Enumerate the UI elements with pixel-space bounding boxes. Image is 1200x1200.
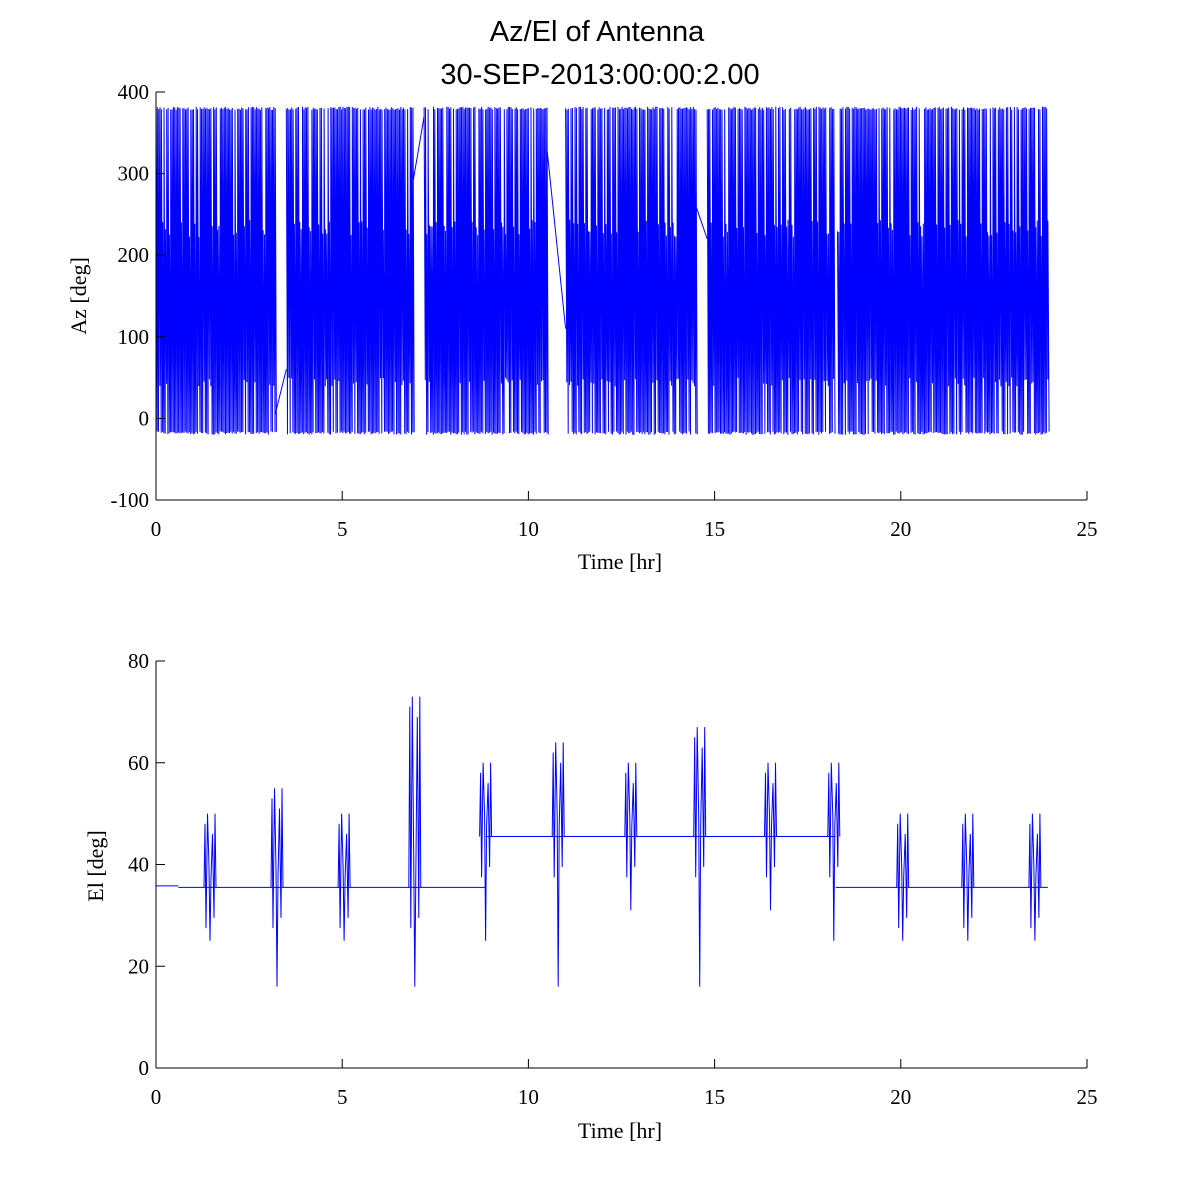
az-x-tick-label: 10 xyxy=(518,517,539,541)
el-x-tick-label: 20 xyxy=(890,1085,911,1109)
el-ticks: 0 5 10 15 20 25 0 20 40 60 80 xyxy=(128,649,1098,1109)
el-x-tick-label: 0 xyxy=(151,1085,162,1109)
el-event-spike xyxy=(479,762,493,941)
el-series-line xyxy=(156,696,1048,987)
el-y-tick-label: 0 xyxy=(139,1056,150,1080)
az-y-tick-label: 100 xyxy=(118,325,150,349)
az-x-tick-label: 25 xyxy=(1077,517,1098,541)
az-x-tick-label: 5 xyxy=(337,517,348,541)
el-event-spike xyxy=(551,742,565,987)
el-event-spike xyxy=(624,762,638,911)
el-x-tick-label: 5 xyxy=(337,1085,348,1109)
el-event-spike xyxy=(961,813,975,941)
el-baseline-path xyxy=(156,836,1048,888)
chart-title-line-1: Az/El of Antenna xyxy=(490,16,705,48)
az-x-tick-label: 20 xyxy=(890,517,911,541)
el-y-tick-label: 60 xyxy=(128,751,149,775)
el-event-spike xyxy=(203,813,217,941)
el-y-tick-label: 40 xyxy=(128,853,149,877)
az-y-tick-label: 300 xyxy=(118,162,150,186)
az-x-axis-label: Time [hr] xyxy=(578,549,662,574)
chart-title-line-2: 30-SEP-2013:00:00:2.00 xyxy=(440,59,759,91)
az-y-tick-label: -100 xyxy=(111,488,150,512)
el-event-spike xyxy=(1028,813,1042,941)
az-y-tick-label: 200 xyxy=(118,243,150,267)
az-x-tick-label: 0 xyxy=(151,517,162,541)
el-y-tick-label: 20 xyxy=(128,954,149,978)
el-x-axis-label: Time [hr] xyxy=(578,1118,662,1143)
el-event-spike xyxy=(337,813,351,941)
az-x-tick-label: 15 xyxy=(704,517,725,541)
el-event-spike xyxy=(408,696,422,987)
el-x-tick-label: 25 xyxy=(1077,1085,1098,1109)
el-event-spike xyxy=(827,762,841,941)
el-y-axis-label: El [deg] xyxy=(83,830,108,901)
az-series-path xyxy=(155,106,1050,435)
az-y-tick-label: 400 xyxy=(118,80,150,104)
el-y-tick-label: 80 xyxy=(128,649,149,673)
el-x-tick-label: 15 xyxy=(704,1085,725,1109)
az-series-line xyxy=(155,106,1050,435)
az-y-tick-label: 0 xyxy=(139,406,150,430)
el-event-spike xyxy=(764,762,777,911)
el-event-spike xyxy=(270,788,284,987)
el-subplot: 0 5 10 15 20 25 0 20 40 60 80 Time [hr] El [deg] xyxy=(83,649,1098,1143)
el-event-spike xyxy=(896,813,910,941)
el-event-spike xyxy=(693,727,707,987)
az-y-axis-label: Az [deg] xyxy=(66,257,91,335)
el-x-tick-label: 10 xyxy=(518,1085,539,1109)
